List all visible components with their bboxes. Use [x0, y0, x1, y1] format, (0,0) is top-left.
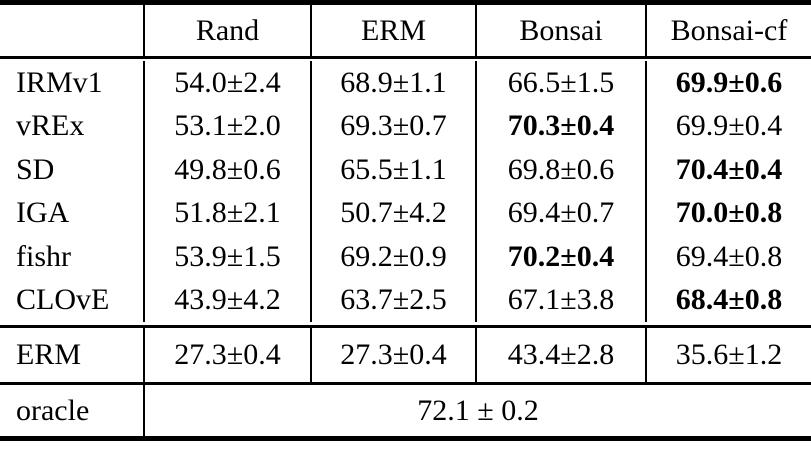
- table-row: IRMv1 54.0±2.4 68.9±1.1 66.5±1.5 69.9±0.…: [0, 61, 811, 105]
- table-cell: 27.3±0.4: [310, 328, 475, 382]
- table-cell: 70.4±0.4: [645, 148, 811, 192]
- row-label: oracle: [16, 393, 90, 427]
- column-header-erm: ERM: [310, 5, 475, 56]
- table-cell: 69.9±0.6: [645, 61, 811, 105]
- column-header-rand: Rand: [143, 5, 310, 56]
- column-header-bonsai-cf: Bonsai-cf: [645, 5, 811, 56]
- row-label: fishr: [16, 239, 71, 273]
- table-cell: 53.9±1.5: [143, 235, 310, 279]
- table-cell: 69.4±0.8: [645, 235, 811, 279]
- table-row: fishr 53.9±1.5 69.2±0.9 70.2±0.4 69.4±0.…: [0, 235, 811, 279]
- table-cell: 43.9±4.2: [143, 278, 310, 322]
- methods-block: IRMv1 54.0±2.4 68.9±1.1 66.5±1.5 69.9±0.…: [0, 59, 811, 328]
- table-cell: 70.3±0.4: [475, 104, 645, 148]
- table-cell: 69.2±0.9: [310, 235, 475, 279]
- table-cell: 51.8±2.1: [143, 191, 310, 235]
- row-label: IRMv1: [16, 65, 103, 99]
- table-cell: 69.4±0.7: [475, 191, 645, 235]
- column-header-bonsai: Bonsai: [475, 5, 645, 56]
- table-cell: 49.8±0.6: [143, 148, 310, 192]
- row-label: CLOvE: [16, 283, 110, 317]
- table-cell: 27.3±0.4: [143, 328, 310, 382]
- table-cell: 69.3±0.7: [310, 104, 475, 148]
- table-cell: 70.2±0.4: [475, 235, 645, 279]
- table-cell: 69.8±0.6: [475, 148, 645, 192]
- header-empty-cell: [0, 5, 143, 56]
- table-row: SD 49.8±0.6 65.5±1.1 69.8±0.6 70.4±0.4: [0, 148, 811, 192]
- table-cell: 66.5±1.5: [475, 61, 645, 105]
- table-row: CLOvE 43.9±4.2 63.7±2.5 67.1±3.8 68.4±0.…: [0, 278, 811, 322]
- table-cell: 67.1±3.8: [475, 278, 645, 322]
- table-cell: 68.4±0.8: [645, 278, 811, 322]
- row-label: SD: [16, 152, 55, 186]
- table-cell: 70.0±0.8: [645, 191, 811, 235]
- row-label: IGA: [16, 196, 70, 230]
- oracle-row: oracle 72.1 ± 0.2: [0, 385, 811, 436]
- row-label: vREx: [16, 109, 85, 143]
- table-cell: 65.5±1.1: [310, 148, 475, 192]
- oracle-value-cell: 72.1 ± 0.2: [143, 385, 811, 436]
- row-label: ERM: [16, 338, 82, 371]
- table-row: vREx 53.1±2.0 69.3±0.7 70.3±0.4 69.9±0.4: [0, 104, 811, 148]
- table-cell: 53.1±2.0: [143, 104, 310, 148]
- table-row: IGA 51.8±2.1 50.7±4.2 69.4±0.7 70.0±0.8: [0, 191, 811, 235]
- table-cell: 68.9±1.1: [310, 61, 475, 105]
- table-header-row: Rand ERM Bonsai Bonsai-cf: [0, 5, 811, 59]
- table-cell: 50.7±4.2: [310, 191, 475, 235]
- table-cell: 35.6±1.2: [645, 328, 811, 382]
- table-cell: 54.0±2.4: [143, 61, 310, 105]
- table-cell: 63.7±2.5: [310, 278, 475, 322]
- erm-baseline-row: ERM 27.3±0.4 27.3±0.4 43.4±2.8 35.6±1.2: [0, 328, 811, 385]
- table-cell: 69.9±0.4: [645, 104, 811, 148]
- table-cell: 43.4±2.8: [475, 328, 645, 382]
